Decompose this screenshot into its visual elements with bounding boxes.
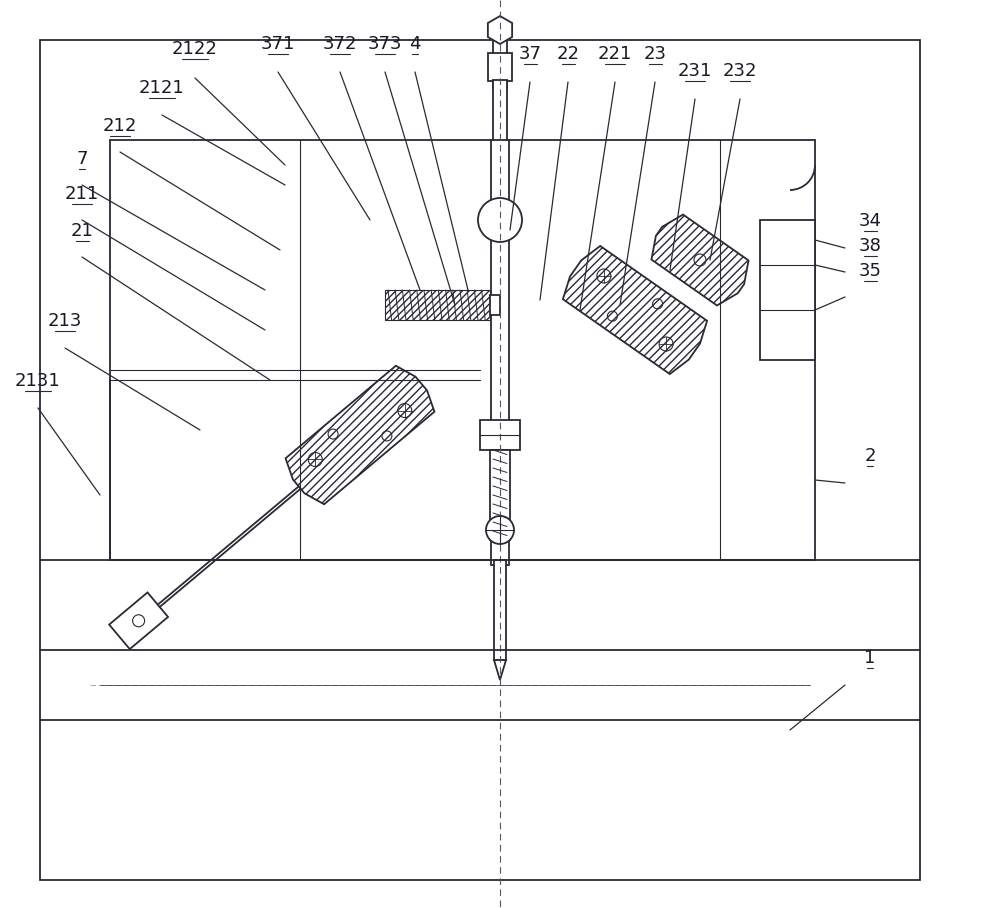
Text: 22: 22	[556, 45, 580, 63]
Bar	[491, 140, 509, 565]
Text: 2121: 2121	[139, 79, 185, 97]
Polygon shape	[563, 246, 707, 374]
Text: 232: 232	[723, 62, 757, 80]
Bar	[760, 220, 815, 360]
Bar	[493, 38, 507, 90]
Text: 34: 34	[858, 212, 882, 230]
Bar	[385, 290, 490, 320]
Bar	[488, 53, 512, 81]
Polygon shape	[488, 16, 512, 44]
Text: 2122: 2122	[172, 40, 218, 58]
Text: 37: 37	[518, 45, 542, 63]
Text: 211: 211	[65, 185, 99, 203]
Text: 21: 21	[71, 222, 93, 240]
Text: 213: 213	[48, 312, 82, 330]
Text: 2131: 2131	[15, 372, 61, 390]
Bar	[480, 420, 520, 450]
Bar	[493, 80, 507, 142]
Text: 212: 212	[103, 117, 137, 135]
Text: 4: 4	[409, 35, 421, 53]
Text: 373: 373	[368, 35, 402, 53]
Text: 38: 38	[859, 237, 881, 255]
Bar	[490, 295, 500, 315]
Polygon shape	[109, 592, 168, 649]
Bar	[40, 40, 920, 880]
Circle shape	[486, 516, 514, 544]
Text: 23: 23	[644, 45, 666, 63]
Polygon shape	[286, 366, 434, 504]
Polygon shape	[651, 214, 749, 305]
Text: 35: 35	[858, 262, 882, 280]
Text: 7: 7	[76, 150, 88, 168]
Bar	[110, 140, 815, 560]
Text: 221: 221	[598, 45, 632, 63]
Text: 2: 2	[864, 447, 876, 465]
Text: 371: 371	[261, 35, 295, 53]
Polygon shape	[494, 660, 506, 680]
Bar	[490, 450, 510, 540]
Text: 231: 231	[678, 62, 712, 80]
Text: 372: 372	[323, 35, 357, 53]
Text: 1: 1	[864, 649, 876, 667]
Circle shape	[478, 198, 522, 242]
Bar	[494, 560, 506, 660]
